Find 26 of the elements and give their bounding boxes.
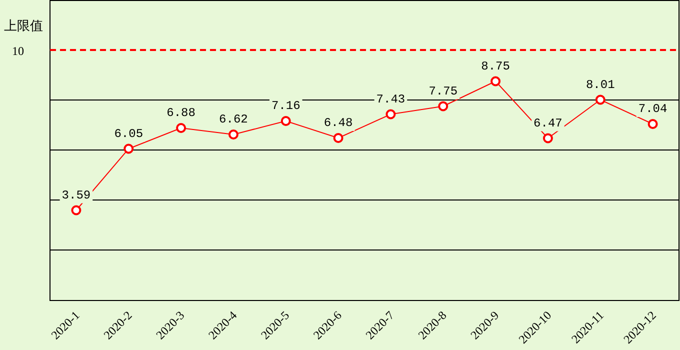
point — [124, 144, 134, 154]
point — [280, 116, 291, 126]
y-axis-title: 上限值 — [4, 18, 43, 33]
point — [490, 76, 501, 86]
ref-line-label: 10 — [12, 44, 24, 58]
data-label: 6.05 — [114, 126, 144, 141]
data-label: 7.43 — [376, 92, 406, 106]
data-label: 6.48 — [324, 116, 353, 130]
point — [176, 123, 186, 133]
point — [438, 101, 448, 112]
data-label: 3.59 — [62, 188, 91, 202]
point — [333, 133, 344, 143]
point — [542, 133, 553, 144]
data-label: 6.62 — [219, 112, 248, 126]
data-label: 7.04 — [638, 102, 668, 116]
data-label: 8.01 — [586, 78, 615, 92]
data-label: 7.75 — [428, 84, 458, 98]
point — [648, 119, 658, 129]
point — [386, 109, 396, 120]
data-label: 6.47 — [534, 116, 562, 130]
point — [228, 130, 238, 140]
data-label: 8.75 — [481, 59, 510, 74]
point — [71, 205, 82, 216]
data-label: 6.88 — [166, 106, 196, 120]
data-label: 7.16 — [271, 99, 300, 113]
point — [595, 94, 606, 105]
